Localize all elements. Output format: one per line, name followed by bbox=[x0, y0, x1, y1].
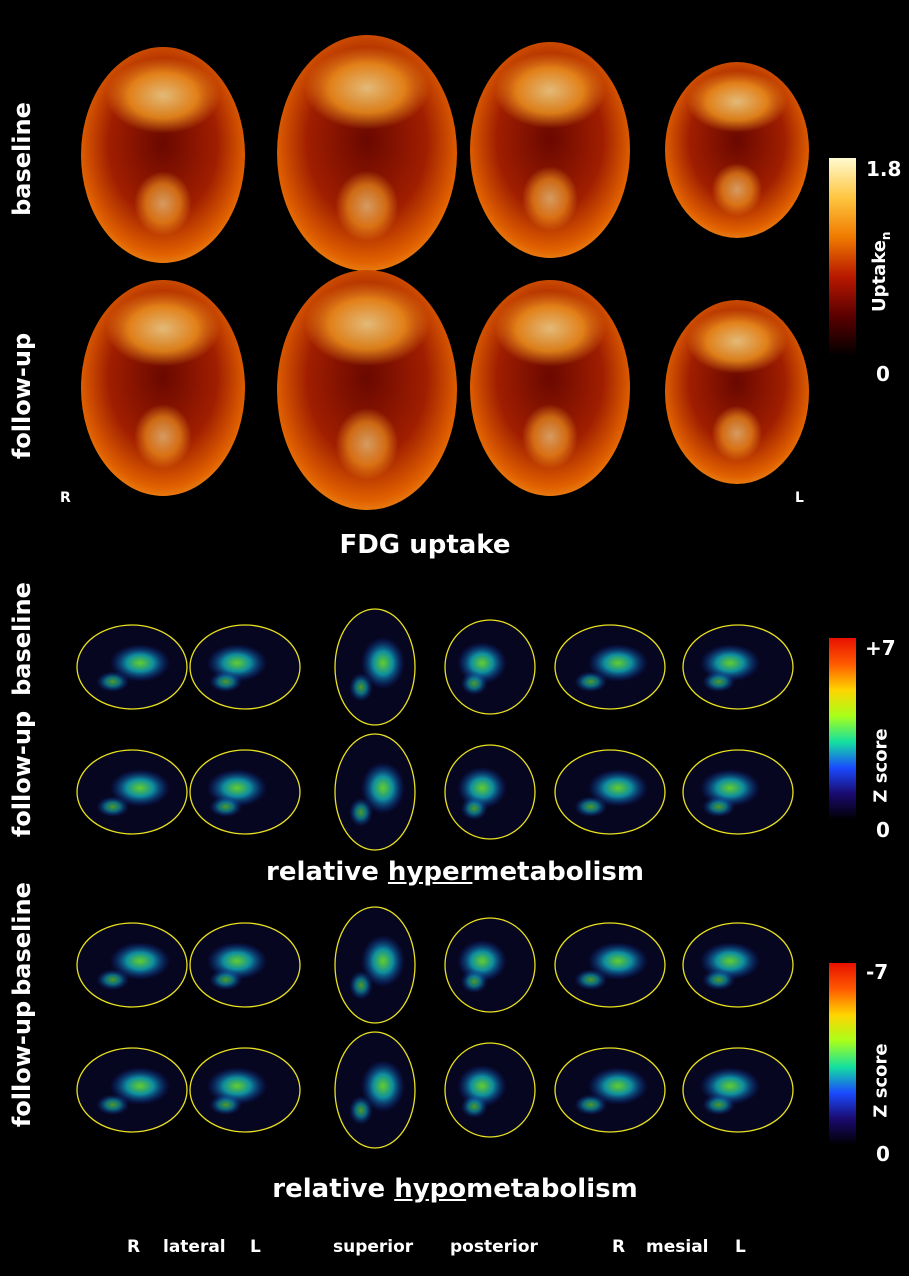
surface-view-blob-small-1-4 bbox=[460, 671, 488, 696]
colorbar-hyper bbox=[829, 638, 856, 820]
axial-slice-highlight-posterior-3 bbox=[522, 166, 578, 232]
surface-view-blob-1-3 bbox=[361, 636, 405, 690]
surface-view-blob-small-3-1 bbox=[96, 969, 130, 991]
surface-view-blob-small-1-6 bbox=[702, 671, 736, 693]
title-hypometabolism: relative hypometabolism bbox=[230, 1174, 680, 1204]
axial-slice-highlight-8 bbox=[686, 309, 788, 374]
surface-view-blob-small-3-2 bbox=[209, 969, 243, 991]
surface-view-blob-small-1-5 bbox=[574, 671, 608, 693]
surface-view-blob-small-3-4 bbox=[460, 969, 488, 994]
axial-slice-highlight-posterior-7 bbox=[522, 404, 578, 469]
surface-view-blob-1-1 bbox=[109, 644, 171, 682]
surface-view-blob-2-3 bbox=[361, 761, 405, 815]
title-hypo-underlined: hypo bbox=[394, 1174, 467, 1204]
footer-lateral-r: R bbox=[127, 1237, 141, 1257]
title-hypermetabolism: relative hypermetabolism bbox=[230, 857, 680, 887]
row-label-followup-hypo: follow-up bbox=[8, 1000, 36, 1128]
row-label-baseline-uptake: baseline bbox=[8, 102, 36, 216]
surface-view-blob-small-2-6 bbox=[702, 796, 736, 818]
surface-view-blob-small-1-1 bbox=[96, 671, 130, 693]
surface-view-blob-small-2-5 bbox=[574, 796, 608, 818]
colorbar-hypo bbox=[829, 963, 856, 1145]
axial-slice-highlight-3 bbox=[494, 52, 606, 129]
surface-view-blob-small-2-2 bbox=[209, 796, 243, 818]
colorbar-hyper-label: Z score bbox=[870, 728, 892, 803]
axial-slice-highlight-4 bbox=[686, 70, 788, 133]
title-hypo-pre: relative bbox=[272, 1174, 395, 1204]
colorbar-hyper-min: 0 bbox=[876, 818, 890, 842]
surface-view-blob-3-1 bbox=[109, 942, 171, 980]
colorbar-hyper-max: +7 bbox=[865, 636, 896, 660]
axial-slice-highlight-7 bbox=[494, 290, 606, 367]
surface-view-blob-small-4-5 bbox=[574, 1094, 608, 1116]
colorbar-hypo-max: -7 bbox=[866, 960, 889, 984]
surface-view-blob-small-4-1 bbox=[96, 1094, 130, 1116]
footer-superior: superior bbox=[333, 1237, 414, 1257]
surface-view-blob-small-4-4 bbox=[460, 1094, 488, 1119]
axial-slice-highlight-2 bbox=[304, 46, 430, 130]
axial-slice-highlight-5 bbox=[105, 290, 221, 367]
surface-view-blob-3-5 bbox=[587, 942, 649, 980]
surface-view-blob-4-5 bbox=[587, 1067, 649, 1105]
colorbar-uptake bbox=[829, 158, 856, 356]
colorbar-uptake-max: 1.8 bbox=[866, 157, 902, 181]
axial-slice-highlight-posterior-1 bbox=[134, 171, 192, 237]
axial-slice-highlight-posterior-8 bbox=[711, 405, 763, 461]
colorbar-uptake-min: 0 bbox=[876, 362, 890, 386]
colorbar-uptake-label: Uptaken bbox=[869, 212, 893, 332]
axial-slice-highlight-6 bbox=[304, 282, 430, 366]
surface-view-blob-2-1 bbox=[109, 769, 171, 807]
surface-view-blob-small-1-3 bbox=[349, 672, 373, 702]
surface-view-blob-small-3-5 bbox=[574, 969, 608, 991]
surface-view-blob-small-3-6 bbox=[702, 969, 736, 991]
title-hyper-post: metabolism bbox=[472, 857, 644, 887]
footer-lateral: lateral bbox=[163, 1237, 226, 1257]
title-hyper-underlined: hyper bbox=[387, 857, 473, 887]
footer-mesial: mesial bbox=[646, 1237, 709, 1257]
axial-slice-highlight-posterior-2 bbox=[335, 170, 399, 242]
axial-slice-highlight-1 bbox=[105, 57, 221, 134]
footer-lateral-l: L bbox=[250, 1237, 261, 1257]
surface-view-blob-small-4-2 bbox=[209, 1094, 243, 1116]
marker-left-hemisphere: L bbox=[795, 490, 804, 506]
surface-view-blob-3-3 bbox=[361, 934, 405, 988]
colorbar-uptake-label-main: Uptake bbox=[869, 240, 891, 313]
title-hyper-pre: relative bbox=[266, 857, 388, 887]
colorbar-hypo-label: Z score bbox=[870, 1043, 892, 1118]
marker-right-hemisphere: R bbox=[60, 490, 71, 506]
colorbar-hypo-min: 0 bbox=[876, 1142, 890, 1166]
surface-view-blob-small-4-3 bbox=[349, 1095, 373, 1125]
axial-slice-highlight-posterior-6 bbox=[335, 408, 399, 480]
row-label-followup-uptake: follow-up bbox=[8, 332, 36, 460]
surface-view-blob-small-2-4 bbox=[460, 796, 488, 821]
title-hypo-post: metabolism bbox=[466, 1174, 638, 1204]
footer-mesial-l: L bbox=[735, 1237, 746, 1257]
surface-view-blob-small-2-1 bbox=[96, 796, 130, 818]
surface-view-blob-4-1 bbox=[109, 1067, 171, 1105]
surface-view-blob-2-5 bbox=[587, 769, 649, 807]
row-label-followup-hyper: follow-up bbox=[8, 710, 36, 838]
title-fdg-uptake: FDG uptake bbox=[339, 530, 511, 560]
surface-view-blob-small-4-6 bbox=[702, 1094, 736, 1116]
footer-posterior: posterior bbox=[450, 1237, 538, 1257]
surface-view-blob-1-5 bbox=[587, 644, 649, 682]
surface-view-blob-small-2-3 bbox=[349, 797, 373, 827]
footer-mesial-r: R bbox=[612, 1237, 626, 1257]
axial-slice-highlight-posterior-4 bbox=[711, 163, 763, 217]
surface-view-blob-small-1-2 bbox=[209, 671, 243, 693]
colorbar-uptake-label-sub: n bbox=[878, 231, 893, 241]
surface-view-blob-4-3 bbox=[361, 1059, 405, 1113]
surface-view-blob-small-3-3 bbox=[349, 970, 373, 1000]
axial-slice-highlight-posterior-5 bbox=[134, 404, 192, 469]
